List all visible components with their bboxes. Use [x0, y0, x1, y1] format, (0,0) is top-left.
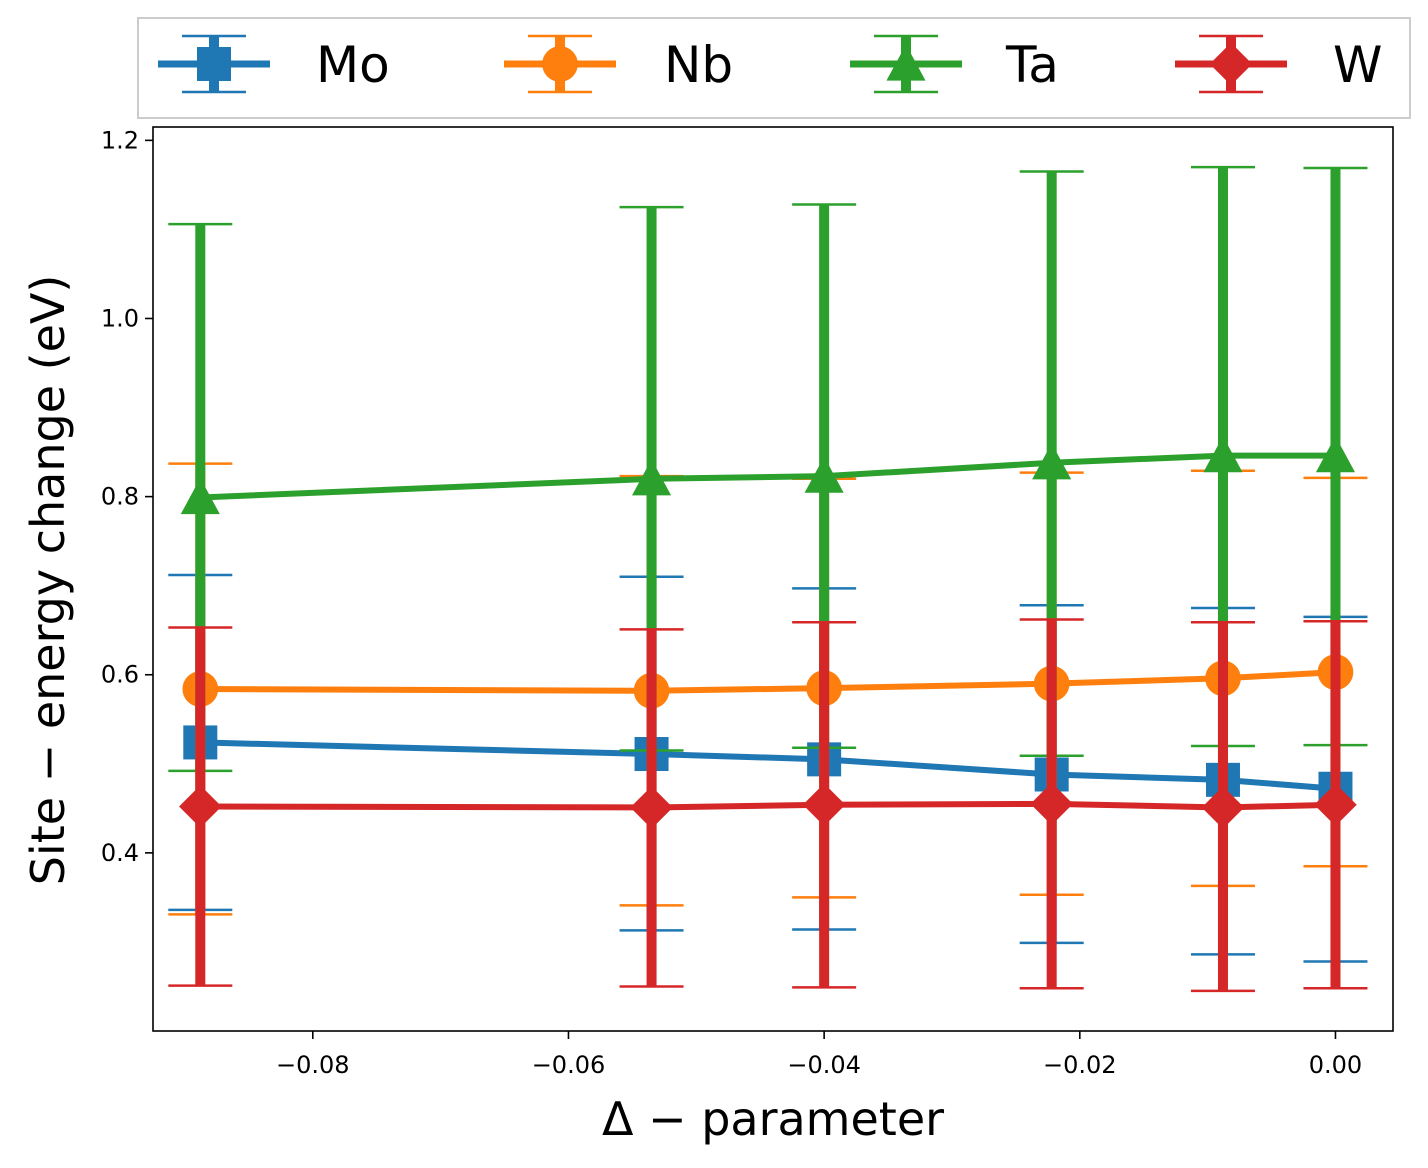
series-line — [200, 800, 1336, 811]
data-point — [802, 783, 846, 827]
x-tick-label: −0.08 — [276, 1051, 350, 1079]
y-tick-label: 0.4 — [101, 839, 139, 867]
data-point — [180, 477, 220, 515]
data-point — [1032, 443, 1072, 480]
series-line — [200, 669, 1336, 694]
legend-entry-w: W — [1175, 34, 1382, 94]
y-axis-label: Site − energy change (eV) — [21, 275, 75, 886]
y-tick-label: 1.0 — [101, 304, 139, 332]
y-axis: 0.4 0.6 0.8 1.0 1.2 — [101, 126, 153, 867]
series-nb — [168, 462, 1368, 916]
legend-box — [137, 17, 1411, 119]
data-point — [1030, 782, 1073, 826]
data-point — [804, 456, 844, 493]
legend-marker — [886, 44, 926, 81]
series-line — [200, 452, 1336, 501]
data-point — [1203, 436, 1243, 473]
legend-label: Ta — [1005, 36, 1059, 94]
y-tick-label: 1.2 — [101, 126, 139, 154]
legend-marker — [197, 47, 231, 81]
data-point — [632, 459, 672, 496]
legend-marker — [542, 46, 578, 82]
y-tick-label: 0.8 — [101, 483, 139, 511]
data-point — [1315, 436, 1356, 473]
x-axis-label: Δ − parameter — [602, 1092, 944, 1146]
legend: Mo Nb Ta W — [137, 17, 1411, 119]
series-w — [168, 618, 1368, 993]
y-tick-label: 0.6 — [101, 661, 139, 689]
plot-area — [152, 126, 1394, 1032]
x-tick-label: −0.02 — [1043, 1051, 1117, 1079]
plot-frame — [152, 126, 1394, 1032]
x-tick-label: −0.04 — [787, 1051, 861, 1079]
x-axis: −0.08 −0.06 −0.04 −0.02 0.00 — [276, 1031, 1362, 1079]
legend-label: Nb — [664, 36, 733, 94]
x-tick-label: 0.00 — [1309, 1051, 1362, 1079]
data-point — [1314, 783, 1357, 827]
x-tick-label: −0.06 — [532, 1051, 606, 1079]
legend-entry-ta: Ta — [850, 34, 1059, 94]
legend-label: Mo — [316, 36, 390, 94]
legend-entry-nb: Nb — [504, 34, 733, 94]
legend-entry-mo: Mo — [158, 34, 390, 94]
legend-marker — [1209, 42, 1253, 86]
data-point — [179, 785, 222, 828]
data-point — [1201, 786, 1245, 829]
series-line — [200, 739, 1336, 792]
series-mo — [168, 573, 1368, 963]
data-point — [630, 786, 673, 829]
legend-label: W — [1333, 36, 1382, 94]
